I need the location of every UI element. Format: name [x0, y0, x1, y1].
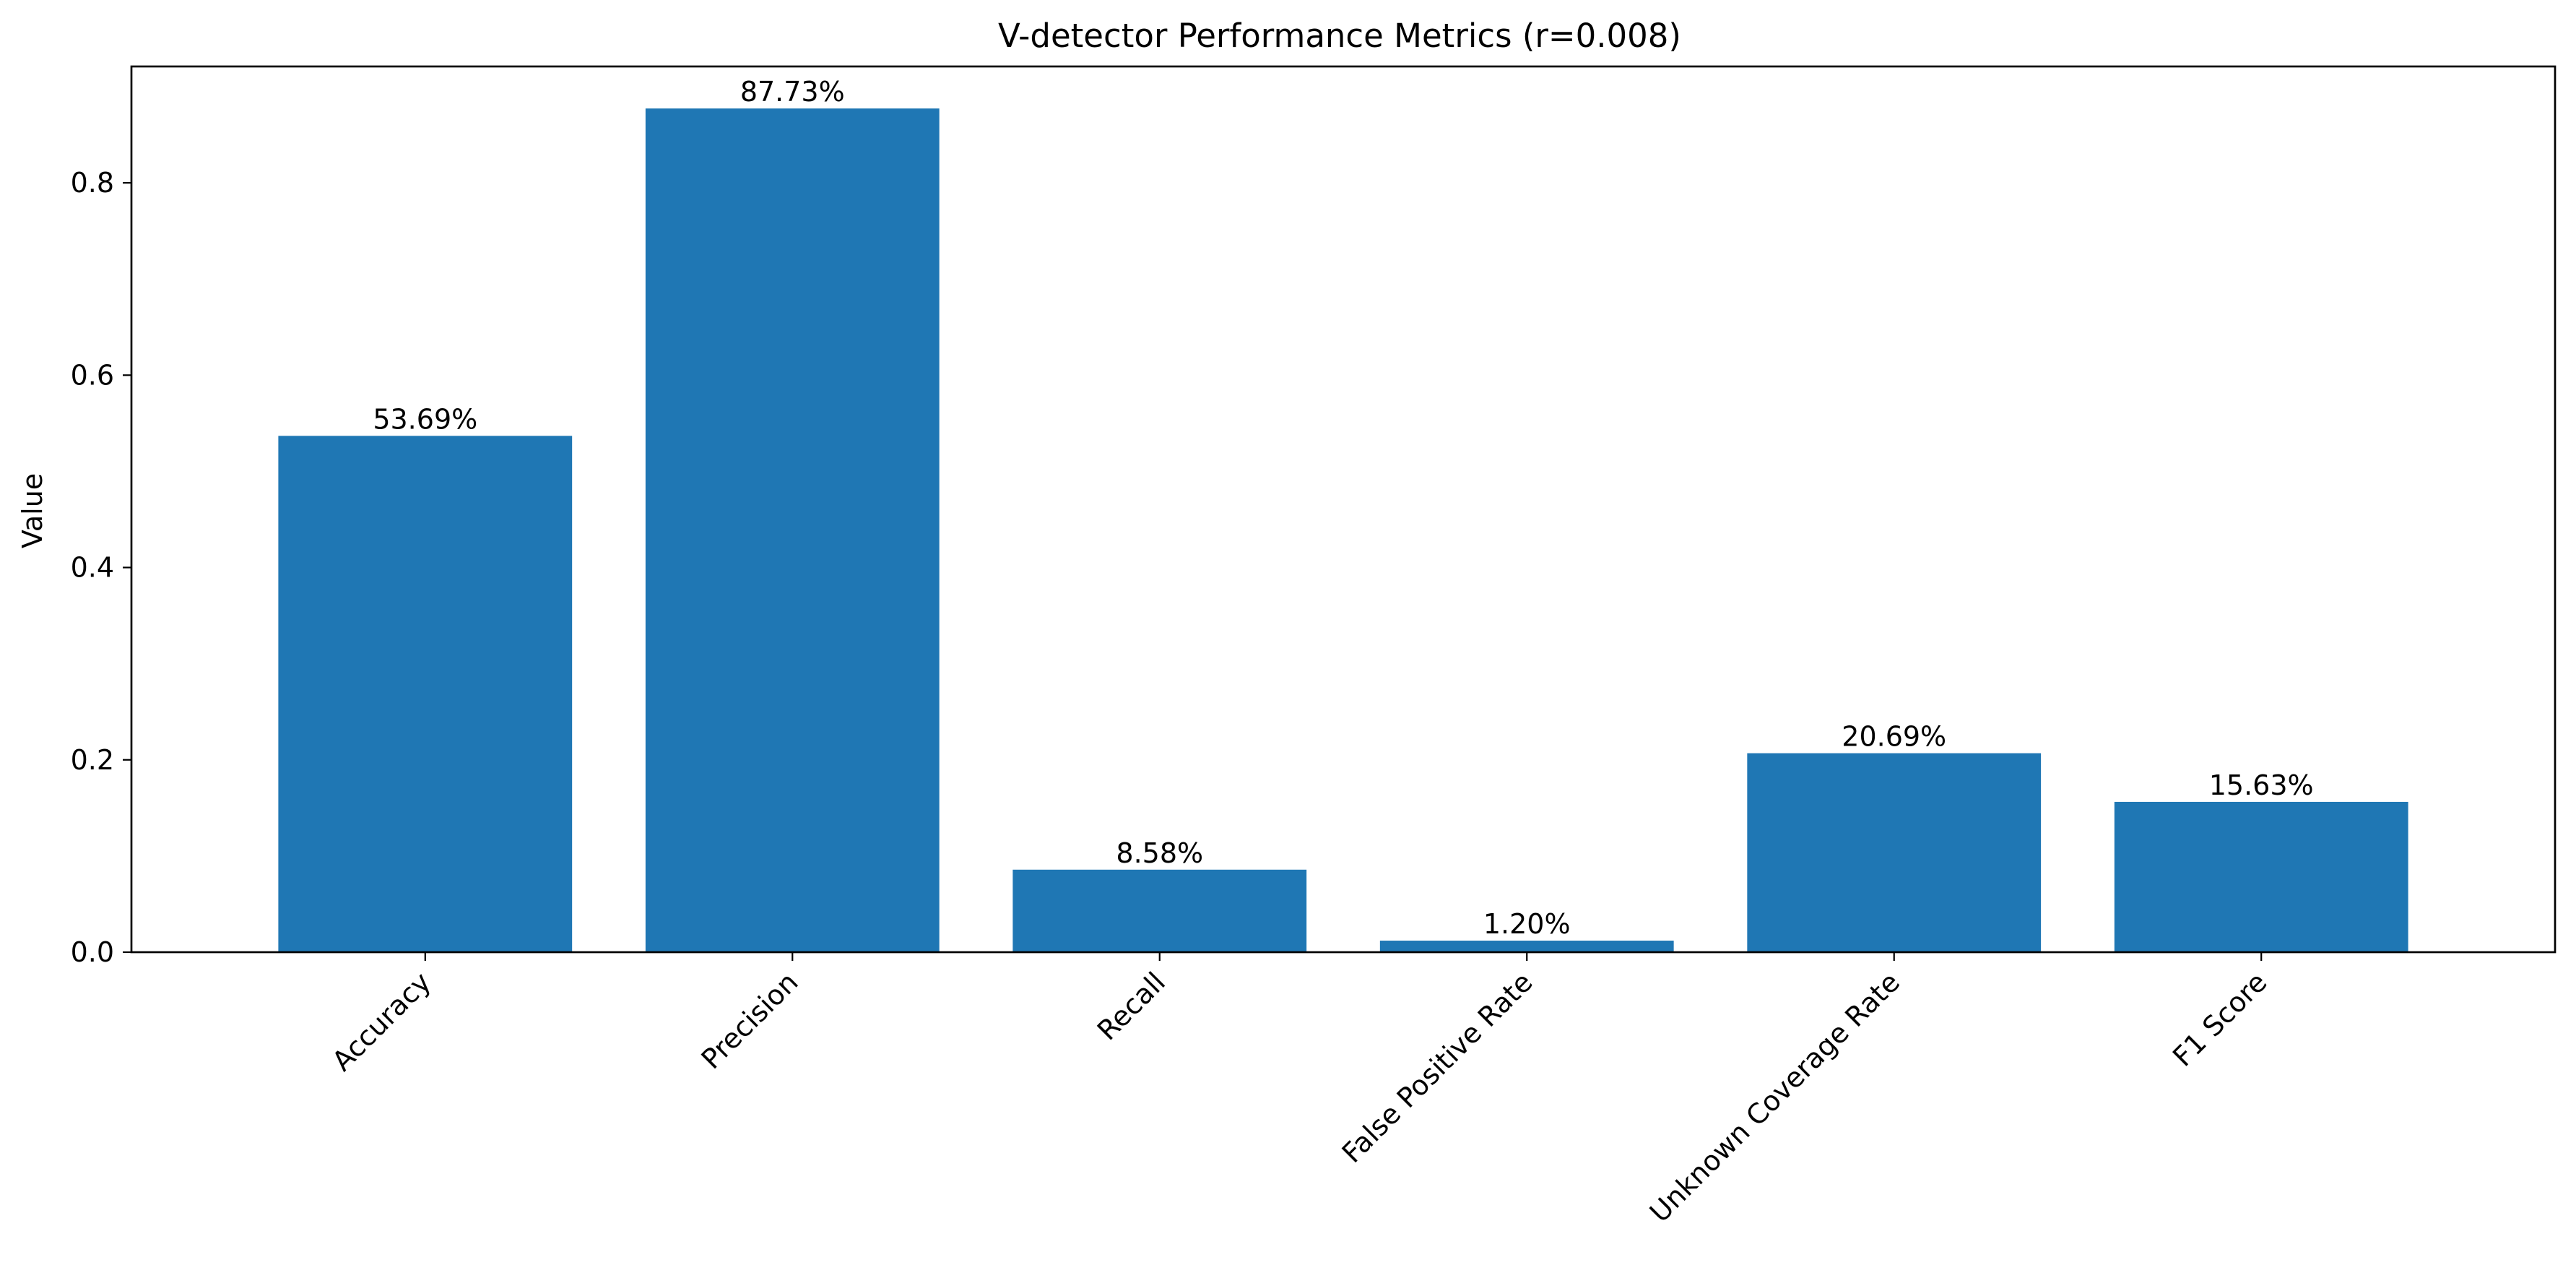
- bar-4: [1747, 753, 2042, 952]
- axes-frame: [130, 65, 2557, 954]
- x-tick-label: Unknown Coverage Rate: [1644, 966, 1906, 1228]
- y-axis-label: Value: [17, 473, 48, 548]
- bar-data-label: 20.69%: [1842, 721, 1946, 753]
- y-tick-label: 0.4: [71, 552, 114, 584]
- y-tick-label: 0.0: [71, 936, 114, 968]
- bar-1: [645, 108, 940, 953]
- bar-data-label: 1.20%: [1483, 908, 1571, 940]
- y-tick-label: 0.8: [71, 167, 114, 199]
- x-tick-label: F1 Score: [2167, 966, 2273, 1072]
- y-axis-ticks: 0.0 0.2 0.4 0.6 0.8: [71, 167, 131, 968]
- bar-data-label: 53.69%: [373, 403, 477, 435]
- x-tick-label: False Positive Rate: [1336, 966, 1539, 1169]
- x-tick-label: Precision: [695, 966, 805, 1075]
- x-axis-ticks: Accuracy Precision Recall False Positive Ra…: [326, 952, 2273, 1229]
- bar-data-label: 8.58%: [1116, 837, 1203, 869]
- x-tick-label: Recall: [1091, 966, 1171, 1046]
- bar-data-label: 87.73%: [740, 76, 845, 108]
- bar-labels-group: 53.69% 87.73% 8.58% 1.20% 20.69% 15.63%: [373, 76, 2313, 940]
- bar-3: [1379, 941, 1674, 952]
- y-tick-label: 0.6: [71, 359, 114, 391]
- x-tick-label: Accuracy: [326, 966, 437, 1077]
- bar-5: [2114, 801, 2408, 952]
- bar-0: [278, 436, 573, 952]
- y-tick-label: 0.2: [71, 744, 114, 776]
- chart-title: V-detector Performance Metrics (r=0.008): [998, 17, 1681, 55]
- bars-group: [278, 108, 2408, 953]
- bar-2: [1012, 869, 1307, 952]
- bar-data-label: 15.63%: [2209, 769, 2314, 801]
